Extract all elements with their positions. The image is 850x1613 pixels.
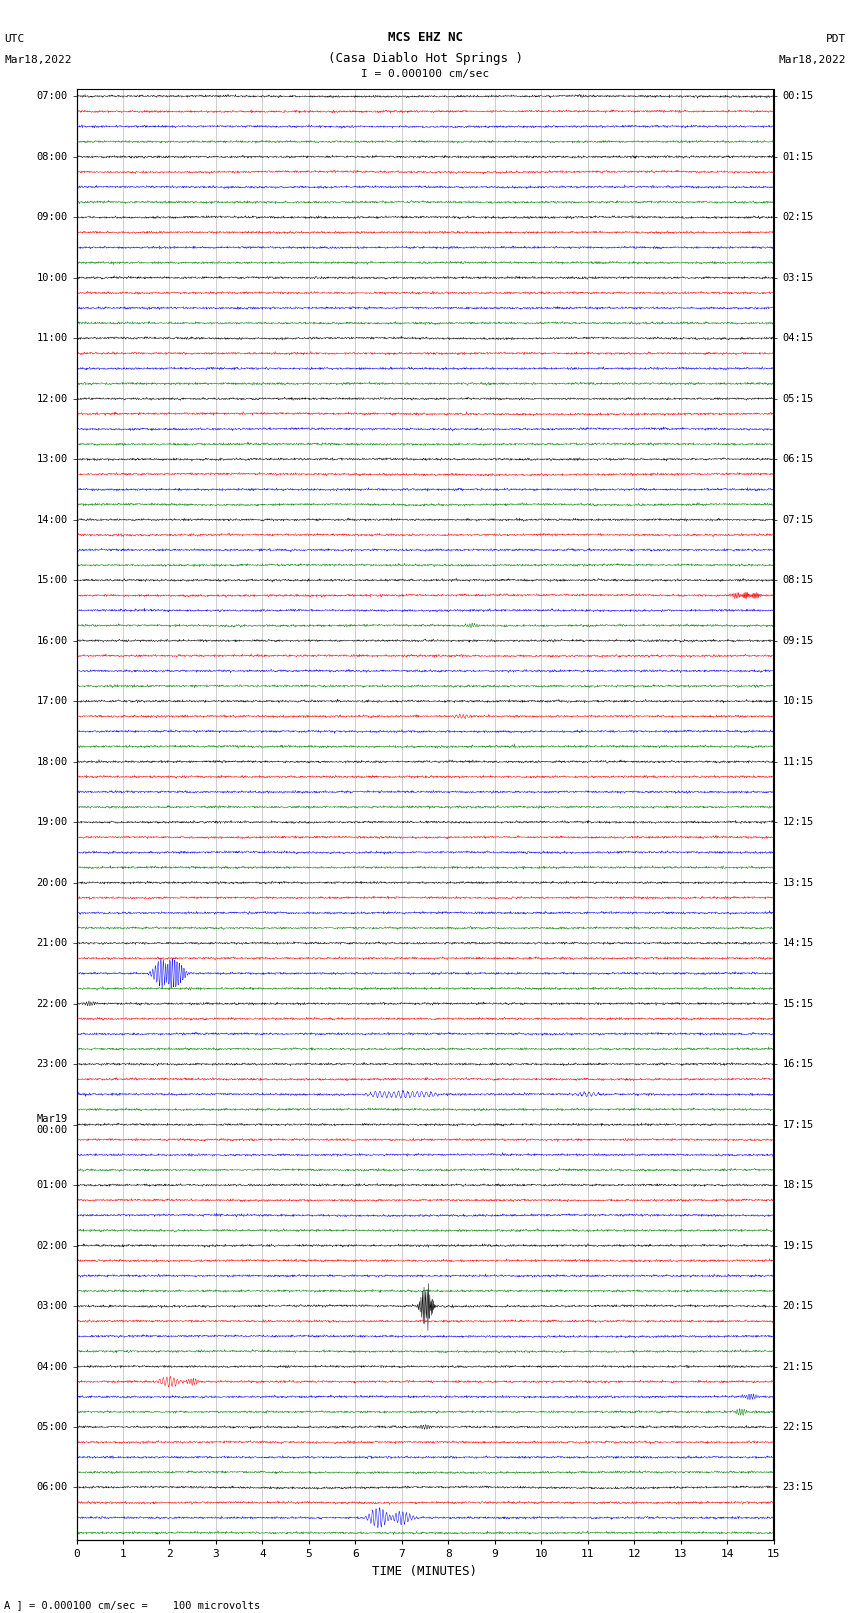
Text: Mar18,2022: Mar18,2022	[4, 55, 71, 65]
Text: Mar18,2022: Mar18,2022	[779, 55, 846, 65]
Text: UTC: UTC	[4, 34, 25, 44]
Text: (Casa Diablo Hot Springs ): (Casa Diablo Hot Springs )	[327, 52, 523, 65]
X-axis label: TIME (MINUTES): TIME (MINUTES)	[372, 1565, 478, 1578]
Text: MCS EHZ NC: MCS EHZ NC	[388, 31, 462, 44]
Text: PDT: PDT	[825, 34, 846, 44]
Text: I = 0.000100 cm/sec: I = 0.000100 cm/sec	[361, 69, 489, 79]
Text: A ] = 0.000100 cm/sec =    100 microvolts: A ] = 0.000100 cm/sec = 100 microvolts	[4, 1600, 260, 1610]
